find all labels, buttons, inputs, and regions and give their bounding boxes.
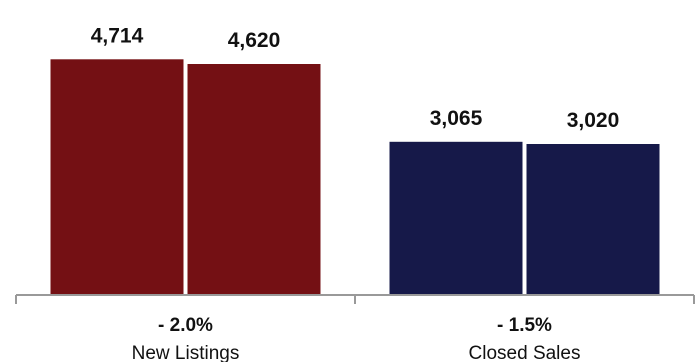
bar-1-2 (187, 64, 321, 295)
bar-value-label: 3,065 (430, 107, 483, 130)
bar-value-label: 4,714 (91, 24, 144, 47)
value-labels-layer: 4,714 4,620 3,065 3,020 (91, 24, 620, 132)
category-label: Closed Sales (469, 343, 581, 362)
bar-2-2 (526, 144, 660, 295)
bar-value-label: 3,020 (567, 109, 620, 132)
category-labels-layer: - 2.0% New Listings - 1.5% Closed Sales (132, 315, 581, 362)
x-axis (15, 294, 695, 304)
bar-value-label: 4,620 (228, 29, 281, 52)
change-label: - 2.0% (158, 315, 213, 336)
bars-layer (50, 59, 660, 296)
change-label: - 1.5% (497, 315, 552, 336)
bar-2-1 (389, 141, 523, 296)
bar-1-1 (50, 59, 184, 295)
category-label: New Listings (132, 343, 240, 362)
